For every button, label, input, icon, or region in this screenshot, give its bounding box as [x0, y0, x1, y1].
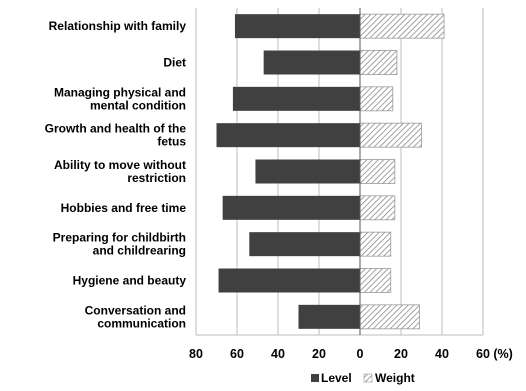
category-label-9: Conversation and communication — [85, 303, 186, 330]
bar-level-5 — [255, 159, 360, 184]
bar-level-8 — [218, 268, 360, 293]
x-tick-label-7: 40 — [435, 347, 449, 361]
category-label-5: Ability to move without restriction — [54, 158, 186, 185]
x-tick-label-6: 20 — [394, 347, 408, 361]
bar-weight-5 — [359, 159, 396, 184]
legend-swatch-level — [311, 374, 319, 382]
category-label-5-line-1: Ability to move without — [54, 158, 186, 172]
category-label-8-line-1: Hygiene and beauty — [73, 274, 187, 288]
bar-level-4 — [216, 123, 360, 148]
category-label-6-line-1: Hobbies and free time — [61, 201, 187, 215]
bar-weight-1 — [359, 13, 445, 39]
x-tick-label-4: 20 — [312, 347, 326, 361]
legend-swatch-weight — [363, 373, 373, 383]
legend-label-weight: Weight — [375, 371, 415, 385]
category-label-1-line-1: Relationship with family — [49, 19, 187, 33]
bar-weight-9 — [359, 304, 420, 330]
x-tick-label-1: 80 — [189, 347, 203, 361]
legend: Level Weight — [311, 371, 415, 385]
category-label-6: Hobbies and free time — [61, 201, 187, 215]
category-label-5-line-2: restriction — [127, 171, 186, 185]
category-label-1: Relationship with family — [49, 19, 187, 33]
category-label-9-line-2: communication — [97, 316, 186, 330]
x-tick-label-2: 60 — [230, 347, 244, 361]
category-label-2: Diet — [163, 56, 186, 70]
x-tick-label-5: 0 — [357, 347, 364, 361]
bar-weight-2 — [359, 50, 398, 75]
category-label-7: Preparing for childbirth and childrearing — [53, 231, 186, 258]
bar-level-1 — [234, 14, 360, 39]
category-label-3-line-2: mental condition — [90, 98, 186, 112]
category-label-9-line-1: Conversation and — [85, 303, 186, 317]
bar-weight-3 — [359, 86, 394, 112]
x-tick-label-8: 60 (%) — [476, 347, 513, 361]
category-label-4-line-1: Growth and health of the — [45, 122, 187, 136]
bar-level-7 — [249, 232, 360, 257]
category-label-4: Growth and health of the fetus — [45, 122, 187, 149]
x-tick-label-3: 40 — [271, 347, 285, 361]
bar-level-6 — [222, 195, 360, 220]
x-axis-tick-labels: 80 60 40 20 0 20 40 60 (%) — [189, 347, 513, 361]
category-label-7-line-1: Preparing for childbirth — [53, 231, 186, 245]
bar-weight-6 — [359, 195, 396, 221]
legend-label-level: Level — [321, 371, 352, 385]
bar-weight-8 — [359, 268, 392, 293]
category-label-8: Hygiene and beauty — [73, 274, 187, 288]
bars — [216, 8, 445, 335]
bar-weight-7 — [359, 231, 392, 257]
bar-level-2 — [263, 50, 360, 75]
bar-level-3 — [232, 86, 360, 111]
category-label-4-line-2: fetus — [157, 135, 186, 149]
category-labels: Relationship with family Diet Managing phy… — [45, 19, 187, 330]
bar-weight-4 — [359, 122, 422, 148]
bar-level-9 — [298, 304, 360, 329]
category-label-3-line-1: Managing physical and — [54, 85, 186, 99]
category-label-7-line-2: and childrearing — [93, 244, 186, 258]
category-label-2-line-1: Diet — [163, 56, 186, 70]
category-label-3: Managing physical and mental condition — [54, 85, 186, 112]
